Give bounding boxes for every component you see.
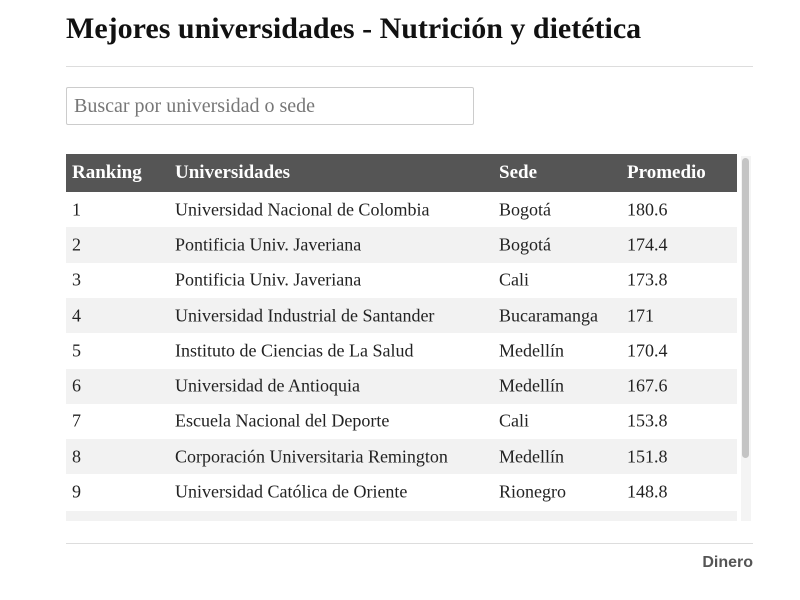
table-cell: 5: [72, 340, 81, 361]
table-cell: Bogotá: [499, 234, 551, 255]
table-cell: 4: [72, 305, 81, 326]
table-cell: Pontificia Univ. Javeriana: [175, 269, 362, 290]
table-cell: 2: [72, 234, 81, 255]
table-cell: Medellín: [499, 375, 564, 396]
table-cell: 1: [72, 199, 81, 220]
table-cell: 180.6: [627, 199, 668, 220]
table-cell: Medellín: [499, 446, 564, 467]
table-row: 3 Pontificia Univ. Javeriana Cali 173.8: [66, 263, 737, 298]
table-cell: 174.4: [627, 234, 668, 255]
table-cell: Bogotá: [499, 199, 551, 220]
table-cell: 153.8: [627, 410, 668, 431]
table-cell: 171: [627, 305, 654, 326]
table-cell: 6: [72, 375, 81, 396]
table-cell: Universidad Católica de Oriente: [175, 481, 408, 502]
divider: [66, 543, 753, 544]
search-placeholder: Buscar por universidad o sede: [74, 95, 316, 117]
column-header: Ranking: [72, 162, 142, 183]
table-row: 1 Universidad Nacional de Colombia Bogotá 1…: [66, 192, 737, 227]
page-title: Mejores universidades - Nutrición y diet…: [66, 12, 642, 45]
table-cell: Cali: [499, 269, 529, 290]
table-row: 5 Instituto de Ciencias de La Salud Medell…: [66, 333, 737, 368]
table-cell: Escuela Nacional del Deporte: [175, 410, 390, 431]
brand: Dinero: [702, 554, 753, 571]
table-cell: Corporación Universitaria Remington: [175, 446, 448, 467]
table-row: 8 Corporación Universitaria Remington Mede…: [66, 439, 737, 475]
table-cell: 173.8: [627, 269, 668, 290]
table-row: 9 Universidad Católica de Oriente Rionegro…: [66, 474, 737, 509]
table-cell: 170.4: [627, 340, 668, 361]
divider: [66, 66, 753, 67]
table-cell: Bucaramanga: [499, 305, 598, 326]
table-cell: Universidad Nacional de Colombia: [175, 199, 430, 220]
table-cell: 148.8: [627, 481, 668, 502]
table-cell: Universidad de Antioquia: [175, 375, 360, 396]
table-cell: Cali: [499, 410, 529, 431]
partial-row: [66, 511, 737, 521]
table-row: 4 Universidad Industrial de Santander Buca…: [66, 297, 737, 334]
table-cell: Universidad Industrial de Santander: [175, 305, 435, 326]
table-cell: 3: [72, 269, 81, 290]
table-row: 7 Escuela Nacional del Deporte Cali 153.8: [66, 404, 737, 439]
table-cell: Rionegro: [499, 481, 566, 502]
table-cell: 9: [72, 481, 81, 502]
table-cell: 167.6: [627, 375, 668, 396]
table-row: 6 Universidad de Antioquia Medellín 167.6: [66, 368, 737, 404]
table-cell: 7: [72, 410, 81, 431]
column-header: Universidades: [175, 162, 291, 183]
table-cell: 151.8: [627, 446, 668, 467]
scrollbar-thumb[interactable]: [742, 158, 749, 458]
table-cell: 8: [72, 446, 81, 467]
search-input[interactable]: Buscar por universidad o sede: [66, 87, 474, 125]
table-cell: Instituto de Ciencias de La Salud: [175, 340, 414, 361]
table-header: Ranking Universidades Sede Promedio: [66, 154, 737, 192]
column-header: Sede: [499, 162, 537, 183]
table-cell: Medellín: [499, 340, 564, 361]
column-header: Promedio: [627, 162, 706, 183]
table-cell: Pontificia Univ. Javeriana: [175, 234, 362, 255]
table: Ranking Universidades Sede Promedio 1 Univer…: [66, 154, 737, 521]
table-row: 2 Pontificia Univ. Javeriana Bogotá 174.4: [66, 227, 737, 263]
